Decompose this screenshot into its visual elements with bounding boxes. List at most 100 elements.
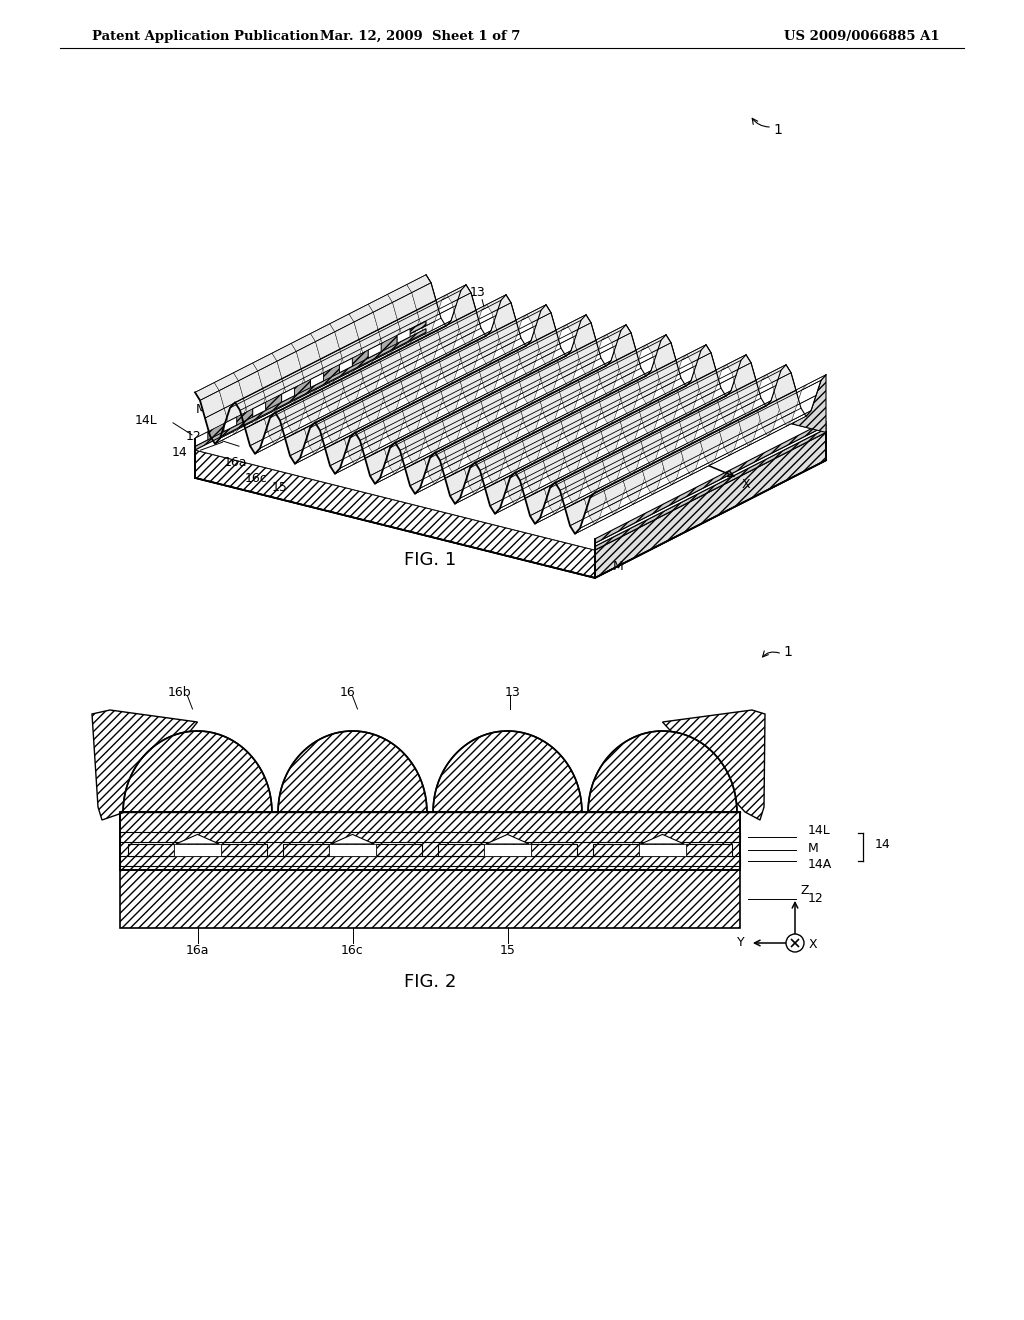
Polygon shape: [417, 301, 441, 327]
Polygon shape: [478, 330, 503, 355]
Polygon shape: [462, 399, 486, 424]
Polygon shape: [557, 421, 582, 449]
Polygon shape: [386, 397, 411, 414]
Polygon shape: [729, 440, 754, 455]
Polygon shape: [690, 459, 715, 475]
Polygon shape: [234, 392, 259, 411]
Polygon shape: [399, 444, 424, 469]
Polygon shape: [631, 404, 654, 421]
Polygon shape: [697, 370, 722, 395]
Polygon shape: [359, 433, 384, 458]
Polygon shape: [654, 403, 679, 429]
Polygon shape: [782, 384, 807, 400]
Polygon shape: [504, 438, 527, 463]
Polygon shape: [428, 413, 453, 428]
Polygon shape: [249, 383, 273, 399]
Polygon shape: [420, 463, 444, 488]
Polygon shape: [334, 429, 357, 445]
Polygon shape: [570, 516, 594, 533]
Polygon shape: [297, 374, 322, 399]
Polygon shape: [407, 363, 430, 379]
Polygon shape: [306, 378, 331, 395]
Polygon shape: [339, 358, 352, 372]
Polygon shape: [610, 440, 635, 455]
Text: Patent Application Publication: Patent Application Publication: [92, 30, 318, 44]
Polygon shape: [449, 314, 472, 333]
Polygon shape: [404, 358, 428, 375]
Polygon shape: [332, 399, 356, 414]
Polygon shape: [679, 411, 703, 437]
Polygon shape: [763, 395, 787, 409]
Polygon shape: [200, 391, 224, 418]
Polygon shape: [329, 426, 352, 445]
Polygon shape: [728, 384, 753, 403]
Polygon shape: [499, 350, 522, 378]
Polygon shape: [430, 354, 455, 372]
Polygon shape: [322, 348, 345, 374]
Polygon shape: [240, 404, 263, 429]
Polygon shape: [538, 432, 562, 458]
Polygon shape: [442, 338, 467, 356]
Polygon shape: [404, 428, 428, 453]
Polygon shape: [588, 731, 737, 812]
Polygon shape: [544, 449, 567, 474]
Bar: [603, 840, 632, 866]
Polygon shape: [464, 429, 487, 454]
Polygon shape: [494, 469, 518, 484]
Polygon shape: [465, 387, 489, 405]
Polygon shape: [375, 469, 399, 484]
Polygon shape: [504, 345, 528, 359]
Polygon shape: [443, 438, 468, 466]
Polygon shape: [660, 420, 685, 445]
Bar: [384, 840, 412, 866]
Polygon shape: [295, 449, 319, 463]
Polygon shape: [647, 391, 672, 405]
Polygon shape: [427, 383, 452, 399]
Polygon shape: [652, 479, 676, 495]
Polygon shape: [545, 478, 569, 503]
Polygon shape: [440, 379, 465, 407]
Polygon shape: [440, 450, 464, 478]
Polygon shape: [438, 319, 463, 345]
Polygon shape: [481, 389, 506, 414]
Polygon shape: [420, 359, 444, 387]
Polygon shape: [607, 380, 632, 396]
Polygon shape: [645, 393, 669, 409]
Polygon shape: [635, 414, 659, 440]
Polygon shape: [600, 389, 624, 414]
Polygon shape: [580, 400, 604, 428]
Text: 14: 14: [172, 446, 187, 459]
Polygon shape: [525, 417, 550, 436]
Polygon shape: [333, 374, 357, 391]
Polygon shape: [733, 392, 758, 420]
Text: 14A: 14A: [808, 858, 833, 871]
Polygon shape: [664, 384, 688, 400]
Polygon shape: [402, 327, 427, 346]
Polygon shape: [429, 325, 454, 342]
Polygon shape: [603, 479, 628, 506]
Polygon shape: [683, 375, 708, 389]
Text: M: M: [808, 842, 819, 854]
Polygon shape: [710, 450, 734, 465]
Polygon shape: [390, 343, 415, 362]
Polygon shape: [441, 285, 466, 300]
Polygon shape: [415, 478, 439, 494]
Polygon shape: [294, 393, 318, 411]
Polygon shape: [263, 379, 287, 407]
Polygon shape: [596, 401, 620, 429]
Polygon shape: [522, 305, 546, 319]
Polygon shape: [224, 399, 249, 426]
Polygon shape: [649, 420, 673, 436]
Polygon shape: [477, 401, 502, 429]
Polygon shape: [176, 834, 219, 843]
Polygon shape: [556, 424, 581, 449]
Polygon shape: [522, 358, 547, 376]
Polygon shape: [476, 404, 501, 429]
Polygon shape: [394, 355, 419, 380]
Polygon shape: [662, 379, 686, 396]
Polygon shape: [637, 441, 662, 469]
Polygon shape: [366, 378, 390, 395]
Polygon shape: [399, 339, 423, 367]
Polygon shape: [421, 359, 444, 384]
Polygon shape: [379, 424, 402, 449]
